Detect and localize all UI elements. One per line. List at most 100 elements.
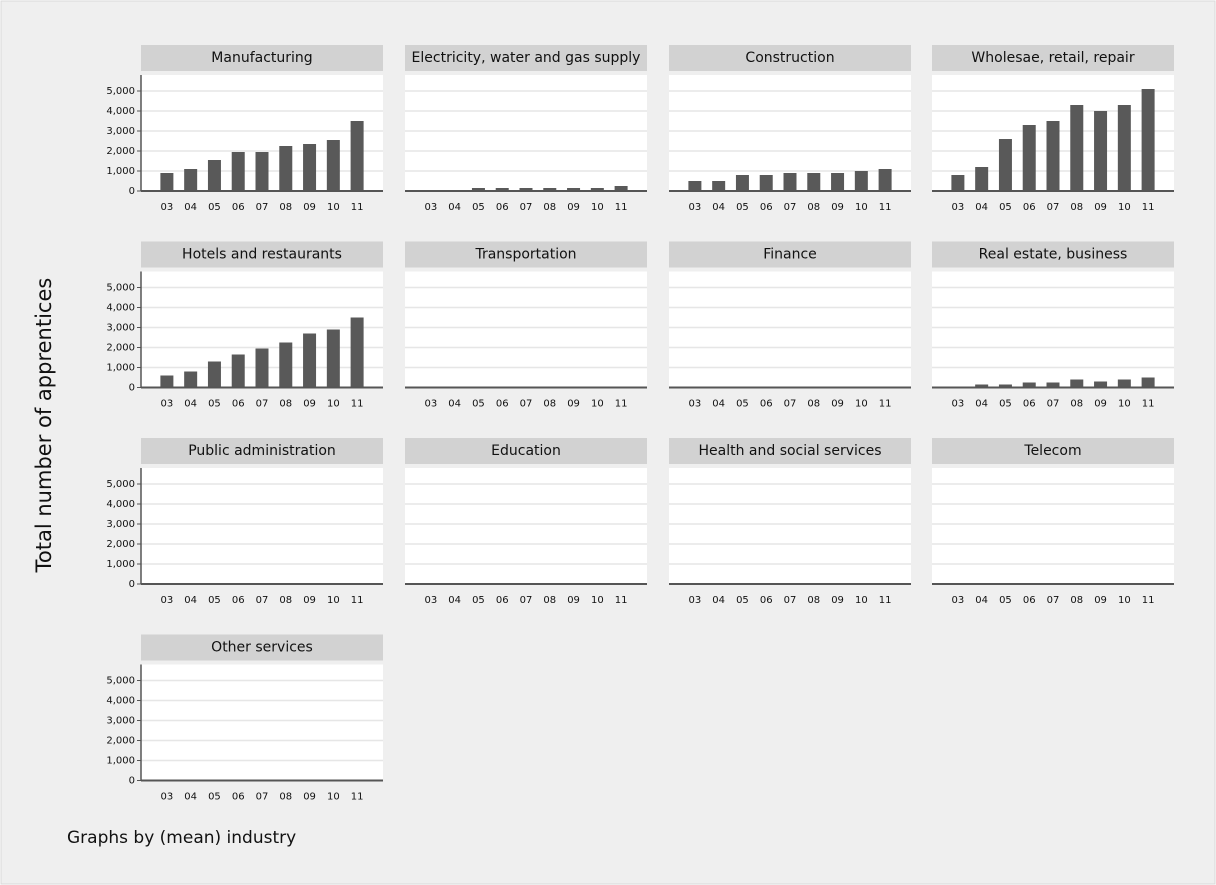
x-tick-label: 08 xyxy=(279,399,292,410)
x-tick-label: 09 xyxy=(567,399,580,410)
panel-title: Real estate, business xyxy=(979,247,1128,263)
y-tick-label: 1,000 xyxy=(106,756,135,767)
bar xyxy=(735,175,749,191)
x-tick-label: 11 xyxy=(351,792,364,803)
x-tick-label: 05 xyxy=(472,595,485,606)
x-tick-label: 10 xyxy=(327,202,340,213)
x-tick-label: 06 xyxy=(232,595,245,606)
x-tick-label: 05 xyxy=(208,399,221,410)
strip xyxy=(669,45,911,71)
bar xyxy=(184,371,198,388)
x-tick-label: 08 xyxy=(279,792,292,803)
x-tick-label: 04 xyxy=(184,202,197,213)
x-tick-label: 10 xyxy=(327,792,340,803)
panel-title: Health and social services xyxy=(698,443,881,459)
x-tick-label: 07 xyxy=(784,399,797,410)
bar xyxy=(231,152,245,191)
bar xyxy=(519,188,533,191)
x-tick-label: 11 xyxy=(351,202,364,213)
x-tick-label: 10 xyxy=(327,595,340,606)
x-tick-label: 11 xyxy=(1142,595,1155,606)
bar xyxy=(231,354,245,388)
x-tick-label: 09 xyxy=(303,399,316,410)
x-tick-label: 08 xyxy=(1070,399,1083,410)
x-tick-label: 04 xyxy=(975,399,988,410)
x-tick-label: 06 xyxy=(760,202,773,213)
strip xyxy=(405,45,647,71)
x-tick-label: 04 xyxy=(712,595,725,606)
x-tick-label: 08 xyxy=(807,595,820,606)
panel-title: Telecom xyxy=(1023,443,1081,459)
panel-title: Other services xyxy=(211,640,313,656)
panel-title: Hotels and restaurants xyxy=(182,247,342,263)
bar xyxy=(207,361,221,388)
bar xyxy=(831,173,845,191)
x-tick-label: 09 xyxy=(1094,202,1107,213)
bar xyxy=(1094,381,1108,388)
x-tick-label: 07 xyxy=(256,595,269,606)
bar xyxy=(1070,379,1084,388)
bar xyxy=(326,140,340,191)
x-tick-label: 09 xyxy=(1094,399,1107,410)
bar xyxy=(1046,121,1060,191)
x-tick-label: 06 xyxy=(1023,399,1036,410)
bar xyxy=(255,348,269,388)
x-tick-label: 03 xyxy=(952,399,965,410)
x-tick-label: 03 xyxy=(952,202,965,213)
x-tick-label: 10 xyxy=(1118,202,1131,213)
strip xyxy=(669,438,911,464)
strip xyxy=(141,241,383,268)
y-tick-label: 3,000 xyxy=(106,716,135,727)
x-tick-label: 11 xyxy=(879,399,892,410)
bar xyxy=(279,342,293,388)
x-tick-label: 05 xyxy=(736,595,749,606)
y-tick-label: 4,000 xyxy=(106,303,135,314)
y-tick-label: 5,000 xyxy=(106,676,135,687)
x-tick-label: 10 xyxy=(855,399,868,410)
x-tick-label: 04 xyxy=(448,202,461,213)
strip xyxy=(932,45,1174,71)
bar xyxy=(1070,105,1084,191)
x-tick-label: 05 xyxy=(208,595,221,606)
bar xyxy=(1022,125,1036,191)
y-axis-title: Total number of apprentices xyxy=(32,278,56,574)
strip xyxy=(141,45,383,71)
x-tick-label: 09 xyxy=(1094,595,1107,606)
x-tick-label: 09 xyxy=(831,595,844,606)
y-tick-label: 5,000 xyxy=(106,479,135,490)
x-tick-label: 11 xyxy=(615,202,628,213)
bar xyxy=(350,317,364,388)
plot-area xyxy=(141,664,383,781)
x-tick-label: 03 xyxy=(161,399,174,410)
x-tick-label: 05 xyxy=(472,202,485,213)
x-tick-label: 07 xyxy=(1047,202,1060,213)
strip xyxy=(932,438,1174,464)
panel-title: Public administration xyxy=(188,443,336,459)
bar xyxy=(255,152,269,191)
bar xyxy=(975,384,989,388)
panel-title: Manufacturing xyxy=(211,50,312,66)
strip xyxy=(141,634,383,661)
bar xyxy=(614,186,628,191)
x-tick-label: 07 xyxy=(256,202,269,213)
y-tick-label: 4,000 xyxy=(106,696,135,707)
bar xyxy=(1117,379,1131,388)
x-tick-label: 08 xyxy=(1070,595,1083,606)
x-tick-label: 08 xyxy=(807,399,820,410)
x-tick-label: 10 xyxy=(591,595,604,606)
bar xyxy=(998,139,1012,191)
x-tick-label: 05 xyxy=(208,792,221,803)
x-tick-label: 03 xyxy=(161,202,174,213)
plot-area xyxy=(405,271,647,388)
strip xyxy=(669,241,911,268)
bar xyxy=(1117,105,1131,191)
y-tick-label: 5,000 xyxy=(106,86,135,97)
x-tick-label: 06 xyxy=(1023,202,1036,213)
x-tick-label: 03 xyxy=(425,202,438,213)
plot-area xyxy=(669,271,911,388)
y-tick-label: 0 xyxy=(129,383,135,394)
plot-area xyxy=(932,271,1174,388)
x-tick-label: 06 xyxy=(760,595,773,606)
x-tick-label: 09 xyxy=(567,595,580,606)
x-tick-label: 04 xyxy=(448,399,461,410)
